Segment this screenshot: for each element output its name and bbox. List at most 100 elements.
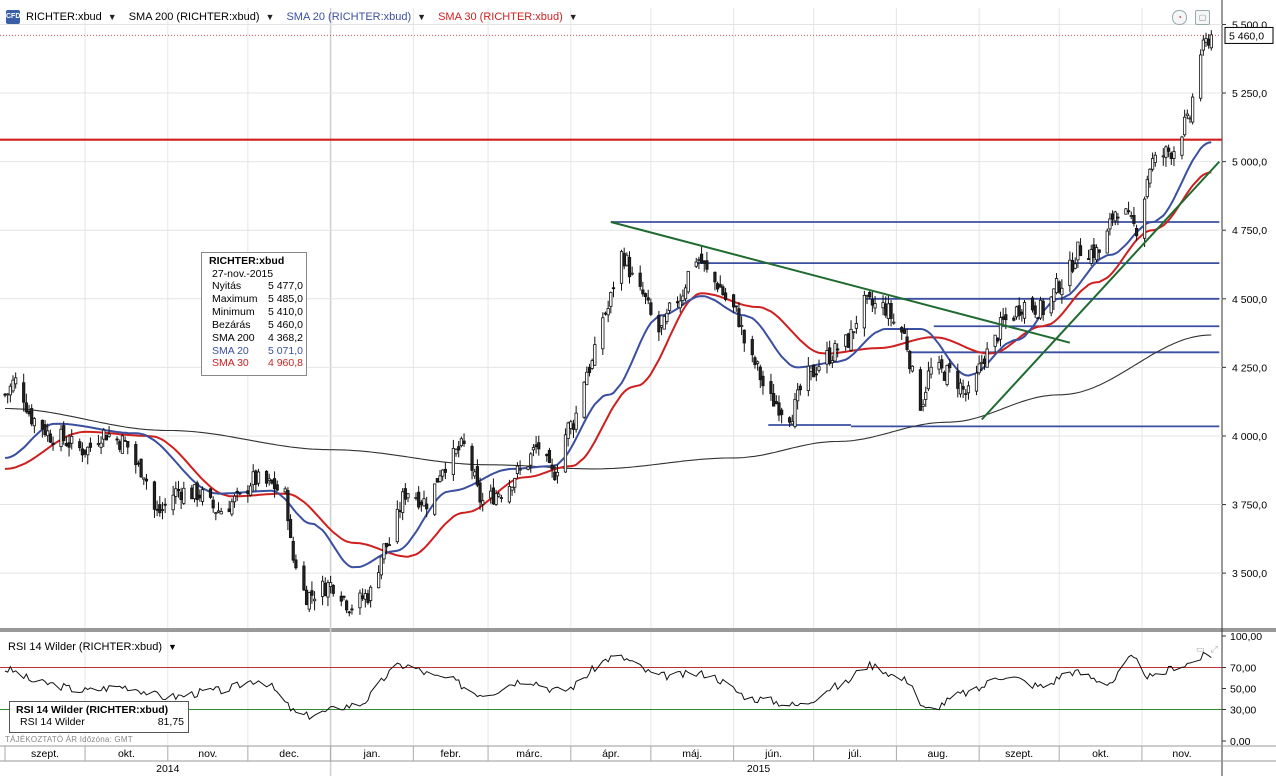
candle-body <box>473 471 477 477</box>
candle-body <box>849 328 853 351</box>
candle-body <box>120 435 125 454</box>
candle-body <box>385 542 389 548</box>
candle-body <box>433 483 437 515</box>
candle-body <box>294 559 298 569</box>
chevron-down-icon[interactable]: ▼ <box>568 12 578 22</box>
candle-body <box>974 372 979 392</box>
y-tick-label: 4 750,0 <box>1232 225 1267 237</box>
candle-body <box>902 329 907 334</box>
legend-symbol[interactable]: CFD RICHTER:xbud ▼ <box>6 10 117 24</box>
infobox-row-label: Maximum <box>212 292 258 305</box>
chart-corner-icons: ◔ ▢ <box>1172 10 1210 25</box>
candle-body <box>513 478 517 488</box>
infobox-row-value: 5 477,0 <box>267 280 303 292</box>
candle-body <box>136 462 141 465</box>
expand-icon[interactable]: ⤢ <box>1210 644 1218 654</box>
candle-body <box>163 503 167 506</box>
candle-body <box>852 331 856 334</box>
candle-body <box>777 402 781 416</box>
candle-body <box>587 366 592 374</box>
candle-body <box>323 582 327 596</box>
candle-body <box>174 488 178 497</box>
candle-body <box>531 447 536 451</box>
candle-body <box>48 433 52 443</box>
candle-body <box>1148 168 1152 184</box>
candle-body <box>80 448 84 456</box>
chevron-down-icon[interactable]: ▼ <box>107 12 117 22</box>
candle-body <box>958 382 963 395</box>
legend-sma20[interactable]: SMA 20 (RICHTER:xbud) ▼ <box>286 11 426 23</box>
rsi-corner-icons: ▭ ⤢ <box>1196 644 1218 655</box>
x-tick-label: okt. <box>1092 748 1109 760</box>
candle-body <box>966 385 971 394</box>
candle-body <box>515 465 520 474</box>
candle-body <box>659 325 664 328</box>
rsi-infobox-title: RSI 14 Wilder (RICHTER:xbud) <box>16 704 169 716</box>
candle-body <box>753 357 757 365</box>
candle-body <box>43 424 47 435</box>
legend-sma200[interactable]: SMA 200 (RICHTER:xbud) ▼ <box>129 11 275 23</box>
candle-body <box>248 485 253 496</box>
candle-body <box>667 302 672 311</box>
candle-body <box>211 499 215 509</box>
chevron-down-icon[interactable]: ▼ <box>265 12 275 22</box>
window-icon[interactable]: ▭ <box>1196 644 1205 654</box>
candle-body <box>251 471 255 486</box>
candle-body <box>1086 258 1091 260</box>
candle-body <box>678 300 682 309</box>
infobox-row-label: Minimum <box>212 305 255 318</box>
candle-body <box>312 598 317 602</box>
candle-body <box>457 446 461 451</box>
candle-body <box>1180 136 1184 156</box>
infobox-row-label: Bezárás <box>212 318 251 331</box>
candle-body <box>905 336 909 350</box>
legend-sma30[interactable]: SMA 30 (RICHTER:xbud) ▼ <box>438 11 578 23</box>
infobox-row-label: SMA 30 <box>212 357 249 370</box>
candle-body <box>529 453 533 466</box>
candle-body <box>481 500 485 505</box>
candle-body <box>358 592 362 609</box>
candle-body <box>537 442 541 450</box>
candle-body <box>985 348 989 368</box>
candle-body <box>1172 151 1176 159</box>
candle-body <box>347 611 351 614</box>
candle-body <box>862 295 866 329</box>
candle-body <box>630 272 634 275</box>
candle-body <box>27 410 31 415</box>
candle-body <box>102 429 106 440</box>
candle-body <box>320 580 325 597</box>
rsi-infobox: RSI 14 Wilder (RICHTER:xbud) RSI 14 Wild… <box>9 701 189 733</box>
candle-body <box>761 375 765 387</box>
candle-body <box>307 592 311 610</box>
candle-body <box>182 487 186 504</box>
rsi-legend[interactable]: RSI 14 Wilder (RICHTER:xbud) ▼ <box>8 641 177 653</box>
candle-body <box>828 347 832 364</box>
legend-sma200-label: SMA 200 (RICHTER:xbud) <box>128 11 260 23</box>
candle-body <box>699 253 704 264</box>
candle-body <box>683 287 688 300</box>
candle-body <box>945 365 949 385</box>
chevron-down-icon[interactable]: ▼ <box>168 642 177 652</box>
candle-body <box>32 418 36 427</box>
candle-body <box>662 316 666 330</box>
x-tick-label: dec. <box>279 748 299 760</box>
candle-body <box>1054 278 1059 294</box>
chevron-down-icon[interactable]: ▼ <box>417 12 427 22</box>
candle-body <box>438 475 442 482</box>
candle-body <box>715 283 720 290</box>
candle-body <box>606 308 610 316</box>
window-icon[interactable]: ▢ <box>1195 10 1210 25</box>
candle-body <box>675 301 680 304</box>
candle-body <box>555 471 560 477</box>
candle-body <box>40 419 44 430</box>
candle-body <box>422 498 426 507</box>
candle-body <box>526 466 530 470</box>
candle-body <box>854 323 858 329</box>
candle-body <box>1116 216 1120 219</box>
candle-body <box>286 490 290 522</box>
candle-body <box>254 470 258 485</box>
candle-body <box>6 393 10 396</box>
clock-icon[interactable]: ◔ <box>1172 10 1187 25</box>
